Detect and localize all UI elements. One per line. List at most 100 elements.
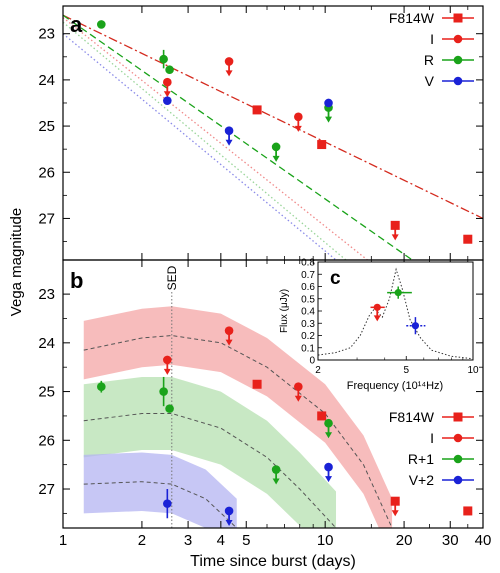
inset-y-tick-label: 0.1 — [301, 343, 315, 354]
legend-label: F814W — [389, 409, 435, 425]
upper-limit-arrowhead — [294, 395, 302, 402]
inset-y-tick-label: 0.8 — [301, 258, 315, 269]
upper-limit-arrowhead — [225, 139, 233, 146]
data-point-circle — [271, 465, 281, 474]
upper-limit-arrowhead — [325, 116, 333, 123]
inset-x-axis-title: Frequency (10¹⁴Hz) — [347, 380, 443, 392]
upper-limit-arrowhead — [272, 478, 280, 485]
y-tick-label: 25 — [38, 118, 55, 135]
upper-limit-arrowhead — [325, 476, 333, 483]
inset-y-tick-label: 0.2 — [301, 331, 315, 342]
legend-marker — [453, 433, 463, 443]
y-tick-label: 26 — [38, 164, 55, 181]
legend-marker — [453, 34, 463, 44]
fit-line — [63, 21, 347, 260]
legend-marker — [453, 55, 463, 65]
model-curve — [83, 335, 393, 528]
inset-x-tick-label: 5 — [403, 365, 409, 376]
data-point-circle — [324, 418, 333, 428]
inset-y-tick-label: 0 — [309, 356, 315, 367]
data-point-circle — [97, 20, 106, 29]
fit-line — [63, 14, 413, 260]
data-point-circle — [163, 355, 172, 365]
x-tick-label: 1 — [59, 532, 67, 549]
x-tick-label: 40 — [475, 532, 492, 549]
data-point-square — [252, 105, 262, 115]
y-tick-label: 24 — [38, 335, 55, 352]
y-tick-label: 23 — [38, 26, 55, 43]
legend-marker — [453, 13, 463, 23]
model-band — [83, 452, 237, 528]
data-point-square — [463, 506, 473, 516]
inset-x-tick-label: 2 — [315, 365, 321, 376]
upper-limit-arrowhead — [391, 234, 399, 241]
upper-limit-arrowhead — [294, 125, 302, 132]
panel-b-legend: F814W I R+1 V+2 — [389, 409, 474, 488]
upper-limit-arrowhead — [225, 519, 233, 526]
upper-limit-arrowhead — [163, 368, 171, 375]
y-tick-label: 25 — [38, 384, 55, 401]
data-point-circle — [159, 387, 168, 396]
inset-y-tick-label: 0.6 — [301, 282, 315, 293]
sed-epoch-label: SED — [165, 265, 179, 290]
x-tick-label: 4 — [217, 532, 225, 549]
inset-data-point — [394, 289, 402, 297]
x-tick-label: 2 — [138, 532, 146, 549]
x-tick-label: 5 — [242, 532, 250, 549]
data-point-square — [317, 411, 327, 421]
upper-limit-arrowhead — [163, 91, 171, 98]
data-point-square — [252, 379, 262, 389]
data-point-circle — [294, 382, 303, 391]
x-tick-label: 10 — [317, 532, 334, 549]
inset-y-tick-label: 0.3 — [301, 319, 315, 330]
data-point-circle — [294, 112, 303, 122]
legend-label: R — [424, 52, 434, 68]
legend-label: V+2 — [409, 472, 435, 488]
inset-frame — [317, 261, 474, 361]
legend-marker — [453, 76, 463, 86]
inset-data-point — [411, 322, 420, 330]
upper-limit-arrowhead — [225, 339, 233, 346]
y-tick-label: 23 — [38, 286, 55, 303]
legend-marker — [453, 412, 463, 422]
panel-a-frame — [62, 5, 484, 261]
panel-c-inset: 0 0.10.20.30.4 0.50.60.70.8 2 5 10 c Frequenc… — [279, 258, 479, 393]
data-point-square — [317, 140, 327, 150]
panel-a: 23 24 25 26 27 a F814W IRV — [38, 5, 484, 261]
data-point-circle — [224, 326, 234, 335]
data-point-circle — [163, 499, 172, 508]
upper-limit-arrowhead — [225, 70, 233, 77]
y-tick-label: 27 — [38, 210, 55, 227]
upper-limit-arrowhead — [325, 432, 333, 439]
data-point-circle — [224, 506, 234, 516]
data-point-circle — [324, 98, 333, 108]
data-point-circle — [224, 126, 234, 135]
data-point-square — [390, 220, 400, 230]
inset-data-point — [373, 303, 381, 311]
data-point-circle — [165, 404, 174, 413]
legend-label: V — [425, 73, 435, 89]
y-tick-label: 27 — [38, 481, 55, 498]
upper-limit-arrowhead — [373, 315, 381, 322]
fit-line — [63, 17, 368, 260]
model-band — [83, 376, 337, 528]
x-tick-label: 3 — [184, 532, 192, 549]
inset-x-tick-label: 10 — [467, 365, 479, 376]
legend-label: F814W — [389, 10, 435, 26]
x-axis-title: Time since burst (days) — [190, 553, 356, 570]
inset-y-tick-label: 0.7 — [301, 270, 315, 281]
upper-limit-arrowhead — [272, 155, 280, 162]
inset-y-axis-title: Flux (μJy) — [279, 289, 290, 333]
y-axis-title: Vega magnitude — [8, 208, 25, 316]
model-curve — [83, 412, 337, 528]
fit-line — [63, 33, 337, 260]
legend-label: I — [430, 430, 434, 446]
legend-label: I — [430, 31, 434, 47]
legend-marker — [453, 475, 463, 485]
data-point-circle — [97, 382, 106, 391]
data-point-circle — [224, 57, 234, 66]
x-tick-label: 20 — [396, 532, 413, 549]
legend-label: R+1 — [408, 451, 434, 467]
